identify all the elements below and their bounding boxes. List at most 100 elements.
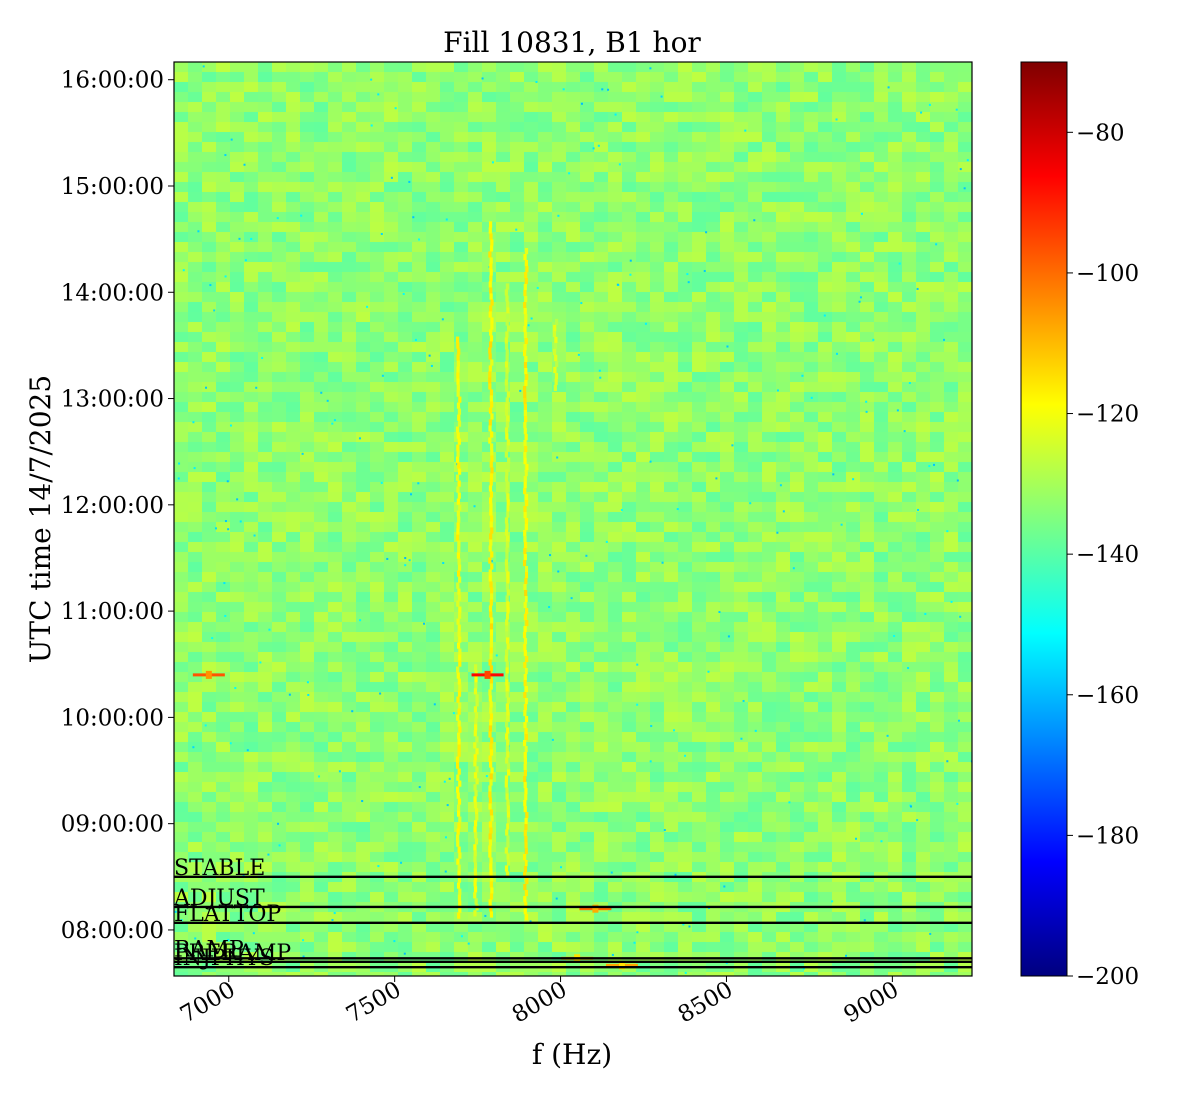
- heatmap-cell: [202, 372, 216, 382]
- heatmap-cell: [384, 542, 398, 552]
- heatmap-cell: [734, 222, 748, 232]
- heatmap-cell: [426, 102, 440, 112]
- heatmap-cell: [958, 142, 972, 152]
- heatmap-cell: [174, 812, 188, 822]
- heatmap-cell: [216, 882, 230, 892]
- heatmap-cell: [230, 572, 244, 582]
- heatmap-cell: [202, 882, 216, 892]
- heatmap-cell: [216, 832, 230, 842]
- heatmap-cell: [594, 332, 608, 342]
- heatmap-cell: [664, 412, 678, 422]
- heatmap-cell: [692, 582, 706, 592]
- heatmap-cell: [944, 482, 958, 492]
- heatmap-cell: [580, 922, 594, 932]
- heatmap-cell: [468, 462, 482, 472]
- heatmap-cell: [440, 272, 454, 282]
- heatmap-cell: [258, 672, 272, 682]
- heatmap-cell: [202, 612, 216, 622]
- heatmap-cell: [244, 402, 258, 412]
- heatmap-cell: [748, 62, 762, 72]
- heatmap-cell: [328, 112, 342, 122]
- heatmap-cell: [958, 102, 972, 112]
- heatmap-cell: [762, 602, 776, 612]
- heatmap-cell: [664, 492, 678, 502]
- heatmap-cell: [734, 162, 748, 172]
- heatmap-cell: [650, 722, 664, 732]
- heatmap-cell: [790, 632, 804, 642]
- heatmap-cell: [188, 242, 202, 252]
- heatmap-cell: [664, 462, 678, 472]
- heatmap-cell: [496, 752, 510, 762]
- heatmap-cell: [804, 342, 818, 352]
- heatmap-cell: [580, 792, 594, 802]
- heatmap-cell: [580, 742, 594, 752]
- heatmap-cell: [510, 82, 524, 92]
- heatmap-cell: [664, 672, 678, 682]
- heatmap-cell: [202, 332, 216, 342]
- heatmap-cell: [272, 192, 286, 202]
- heatmap-cell: [706, 672, 720, 682]
- heatmap-cell: [580, 772, 594, 782]
- heatmap-cell: [664, 472, 678, 482]
- heatmap-cell: [888, 672, 902, 682]
- heatmap-cell: [902, 822, 916, 832]
- heatmap-cell: [944, 762, 958, 772]
- heatmap-cell: [300, 842, 314, 852]
- heatmap-cell: [650, 922, 664, 932]
- heatmap-cell: [608, 712, 622, 722]
- heatmap-cell: [510, 562, 524, 572]
- heatmap-cell: [384, 132, 398, 142]
- heatmap-cell: [552, 402, 566, 412]
- heatmap-cell: [538, 212, 552, 222]
- heatmap-cell: [552, 862, 566, 872]
- heatmap-cell: [846, 112, 860, 122]
- heatmap-cell: [216, 152, 230, 162]
- heatmap-cell: [286, 582, 300, 592]
- heatmap-cell: [594, 612, 608, 622]
- heatmap-cell: [874, 72, 888, 82]
- heatmap-cell: [580, 122, 594, 132]
- heatmap-cell: [370, 342, 384, 352]
- heatmap-cell: [888, 452, 902, 462]
- heatmap-cell: [804, 322, 818, 332]
- heatmap-cell: [300, 412, 314, 422]
- heatmap-cell: [342, 322, 356, 332]
- heatmap-cell: [608, 122, 622, 132]
- heatmap-cell: [566, 652, 580, 662]
- heatmap-cell: [846, 702, 860, 712]
- heatmap-cell: [216, 82, 230, 92]
- heatmap-cell: [524, 322, 538, 332]
- heatmap-cell: [426, 622, 440, 632]
- heatmap-cell: [790, 792, 804, 802]
- heatmap-cell: [874, 882, 888, 892]
- heatmap-cell: [804, 472, 818, 482]
- heatmap-cell: [776, 312, 790, 322]
- heatmap-cell: [216, 522, 230, 532]
- heatmap-cell: [398, 132, 412, 142]
- heatmap-cell: [524, 172, 538, 182]
- heatmap-cell: [594, 632, 608, 642]
- heatmap-cell: [818, 242, 832, 252]
- heatmap-cell: [636, 72, 650, 82]
- heatmap-cell: [650, 852, 664, 862]
- heatmap-cell: [930, 912, 944, 922]
- heatmap-cell: [706, 352, 720, 362]
- heatmap-cell: [384, 762, 398, 772]
- heatmap-cell: [636, 192, 650, 202]
- heatmap-cell: [342, 162, 356, 172]
- heatmap-cell: [944, 302, 958, 312]
- heatmap-cell: [846, 472, 860, 482]
- heatmap-cell: [916, 502, 930, 512]
- heatmap-cell: [426, 312, 440, 322]
- heatmap-cell: [244, 222, 258, 232]
- heatmap-cell: [734, 652, 748, 662]
- heatmap-cell: [776, 882, 790, 892]
- heatmap-cell: [328, 472, 342, 482]
- heatmap-cell: [762, 172, 776, 182]
- heatmap-cell: [454, 882, 468, 892]
- heatmap-cell: [832, 602, 846, 612]
- heatmap-cell: [202, 72, 216, 82]
- heatmap-cell: [538, 652, 552, 662]
- heatmap-cell: [776, 602, 790, 612]
- heatmap-cell: [776, 402, 790, 412]
